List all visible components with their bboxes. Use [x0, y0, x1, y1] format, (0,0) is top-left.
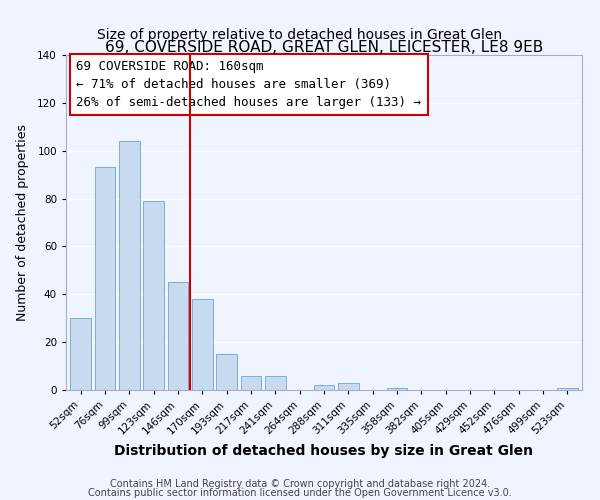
- Bar: [386, 388, 407, 390]
- Bar: [216, 354, 237, 390]
- Bar: [338, 383, 359, 390]
- Bar: [167, 282, 188, 390]
- Bar: [314, 385, 334, 390]
- Title: 69, COVERSIDE ROAD, GREAT GLEN, LEICESTER, LE8 9EB: 69, COVERSIDE ROAD, GREAT GLEN, LEICESTE…: [105, 40, 543, 55]
- Bar: [265, 376, 286, 390]
- Text: Contains public sector information licensed under the Open Government Licence v3: Contains public sector information licen…: [88, 488, 512, 498]
- Y-axis label: Number of detached properties: Number of detached properties: [16, 124, 29, 321]
- Bar: [192, 299, 212, 390]
- Text: Contains HM Land Registry data © Crown copyright and database right 2024.: Contains HM Land Registry data © Crown c…: [110, 479, 490, 489]
- Bar: [557, 388, 578, 390]
- Bar: [119, 141, 140, 390]
- Text: Size of property relative to detached houses in Great Glen: Size of property relative to detached ho…: [97, 28, 503, 42]
- Bar: [95, 168, 115, 390]
- Bar: [241, 376, 262, 390]
- X-axis label: Distribution of detached houses by size in Great Glen: Distribution of detached houses by size …: [115, 444, 533, 458]
- Bar: [143, 201, 164, 390]
- Bar: [70, 318, 91, 390]
- Text: 69 COVERSIDE ROAD: 160sqm
← 71% of detached houses are smaller (369)
26% of semi: 69 COVERSIDE ROAD: 160sqm ← 71% of detac…: [76, 60, 421, 109]
